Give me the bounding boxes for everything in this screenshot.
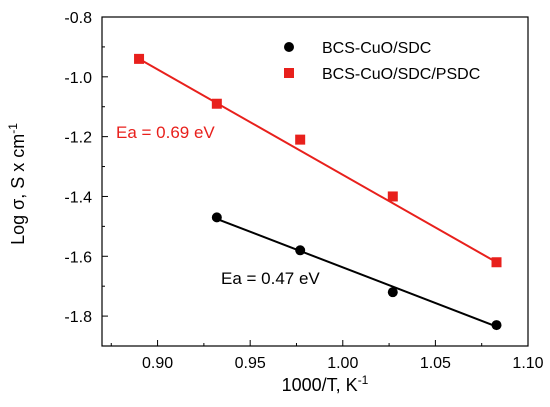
x-tick-label: 0.95 (235, 355, 266, 372)
x-tick-label: 1.00 (327, 355, 358, 372)
legend-label-cuo-sdc-psdc: BCS-CuO/SDC/PSDC (322, 66, 480, 83)
data-points-layer (134, 53, 502, 331)
data-point-cuo-sdc (387, 287, 398, 298)
data-point-cuo-sdc-psdc (491, 257, 502, 268)
y-tick-label: -1.0 (64, 70, 92, 87)
data-point-cuo-sdc-psdc (134, 53, 145, 64)
y-tick-label: -1.4 (64, 189, 92, 206)
fit-lines-layer (138, 58, 498, 328)
data-point-cuo-sdc (211, 212, 222, 223)
legend-label-cuo-sdc: BCS-CuO/SDC (322, 40, 431, 57)
x-tick-label: 1.10 (512, 355, 543, 372)
activation-energy-label-cuo-sdc: Ea = 0.47 eV (221, 269, 320, 288)
data-point-cuo-sdc-psdc (295, 134, 306, 145)
fit-line-cuo-sdc-psdc (138, 58, 498, 264)
legend-marker-cuo-sdc-psdc (284, 68, 294, 78)
plot-frame (101, 16, 529, 347)
y-tick-label: -1.8 (64, 309, 92, 326)
x-tick-label: 1.05 (420, 355, 451, 372)
data-point-cuo-sdc-psdc (211, 98, 222, 109)
data-point-cuo-sdc (491, 320, 502, 331)
legend: BCS-CuO/SDC BCS-CuO/SDC/PSDC (284, 40, 480, 83)
y-tick-label: -0.8 (64, 10, 92, 27)
activation-energy-label-cuo-sdc-psdc: Ea = 0.69 eV (116, 123, 215, 142)
x-axis-title: 1000/T, K-1 (282, 373, 369, 395)
annotations-layer: Ea = 0.47 eV Ea = 0.69 eV (116, 123, 320, 288)
legend-marker-cuo-sdc (284, 42, 294, 52)
plot-frame-layer (101, 16, 529, 347)
x-tick-label: 0.90 (142, 355, 173, 372)
data-point-cuo-sdc-psdc (387, 191, 398, 202)
y-axis-title: Log σ, S x cm-1 (6, 123, 28, 245)
y-tick-label: -1.6 (64, 249, 92, 266)
fit-line-cuo-sdc (216, 217, 497, 328)
ticks-layer: 0.90 0.95 1.00 1.05 1.10 -0.8 -1.0 -1.2 -1.4 -1.6… (64, 10, 543, 372)
y-tick-label: -1.2 (64, 130, 92, 147)
data-point-cuo-sdc (295, 245, 306, 256)
